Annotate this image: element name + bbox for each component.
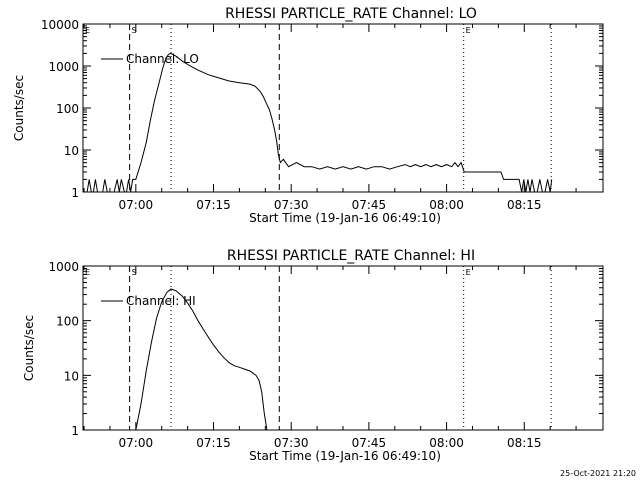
- y-tick-label: 10000: [41, 18, 79, 32]
- series-line: [86, 52, 553, 193]
- legend-label: Channel: LO: [126, 52, 199, 66]
- x-tick-label: 07:30: [274, 198, 309, 212]
- y-axis-label: Counts/sec: [12, 75, 26, 141]
- y-tick-label: 100: [56, 315, 79, 329]
- x-tick-label: 07:15: [196, 436, 231, 450]
- x-axis-label: Start Time (19-Jan-16 06:49:10): [249, 449, 441, 463]
- chart-title: RHESSI PARTICLE_RATE Channel: HI: [227, 248, 475, 264]
- y-tick-label: 1000: [48, 60, 79, 74]
- x-tick-label: 07:00: [119, 198, 154, 212]
- x-tick-label: 08:15: [507, 198, 542, 212]
- event-marker-label: E: [85, 26, 90, 35]
- series-line: [135, 288, 268, 431]
- event-marker-label: E: [466, 268, 471, 277]
- x-tick-label: 08:15: [507, 436, 542, 450]
- y-tick-label: 100: [56, 102, 79, 116]
- y-tick-label: 1: [71, 424, 79, 438]
- panel-hi: RHESSI PARTICLE_RATE Channel: HI 07:00 07:…: [22, 248, 604, 463]
- plot-frame: [82, 265, 604, 431]
- event-marker-label: S: [132, 268, 137, 277]
- footer-timestamp: 25-Oct-2021 21:20: [560, 469, 636, 478]
- x-tick-label: 07:45: [352, 436, 387, 450]
- event-marker-label: E: [85, 268, 90, 277]
- chart-title: RHESSI PARTICLE_RATE Channel: LO: [225, 6, 477, 22]
- y-tick-label: 10: [64, 144, 79, 158]
- y-tick-label: 1000: [48, 260, 79, 274]
- legend: Channel: LO: [101, 52, 199, 66]
- event-marker-label: E: [466, 26, 471, 35]
- x-tick-label: 07:00: [119, 436, 154, 450]
- y-axis-label: Counts/sec: [22, 315, 36, 381]
- legend: Channel: HI: [101, 294, 196, 308]
- x-tick-label: 08:00: [429, 198, 464, 212]
- x-axis-label: Start Time (19-Jan-16 06:49:10): [249, 211, 441, 225]
- panel-lo: RHESSI PARTICLE_RATE Channel: LO 07:00 07:…: [12, 6, 604, 225]
- y-tick-label: 10: [64, 369, 79, 383]
- x-tick-label: 07:15: [196, 198, 231, 212]
- x-tick-label: 07:30: [274, 436, 309, 450]
- event-marker-label: S: [132, 26, 137, 35]
- legend-label: Channel: HI: [126, 294, 196, 308]
- x-tick-label: 07:45: [352, 198, 387, 212]
- y-tick-label: 1: [71, 186, 79, 200]
- x-tick-label: 08:00: [429, 436, 464, 450]
